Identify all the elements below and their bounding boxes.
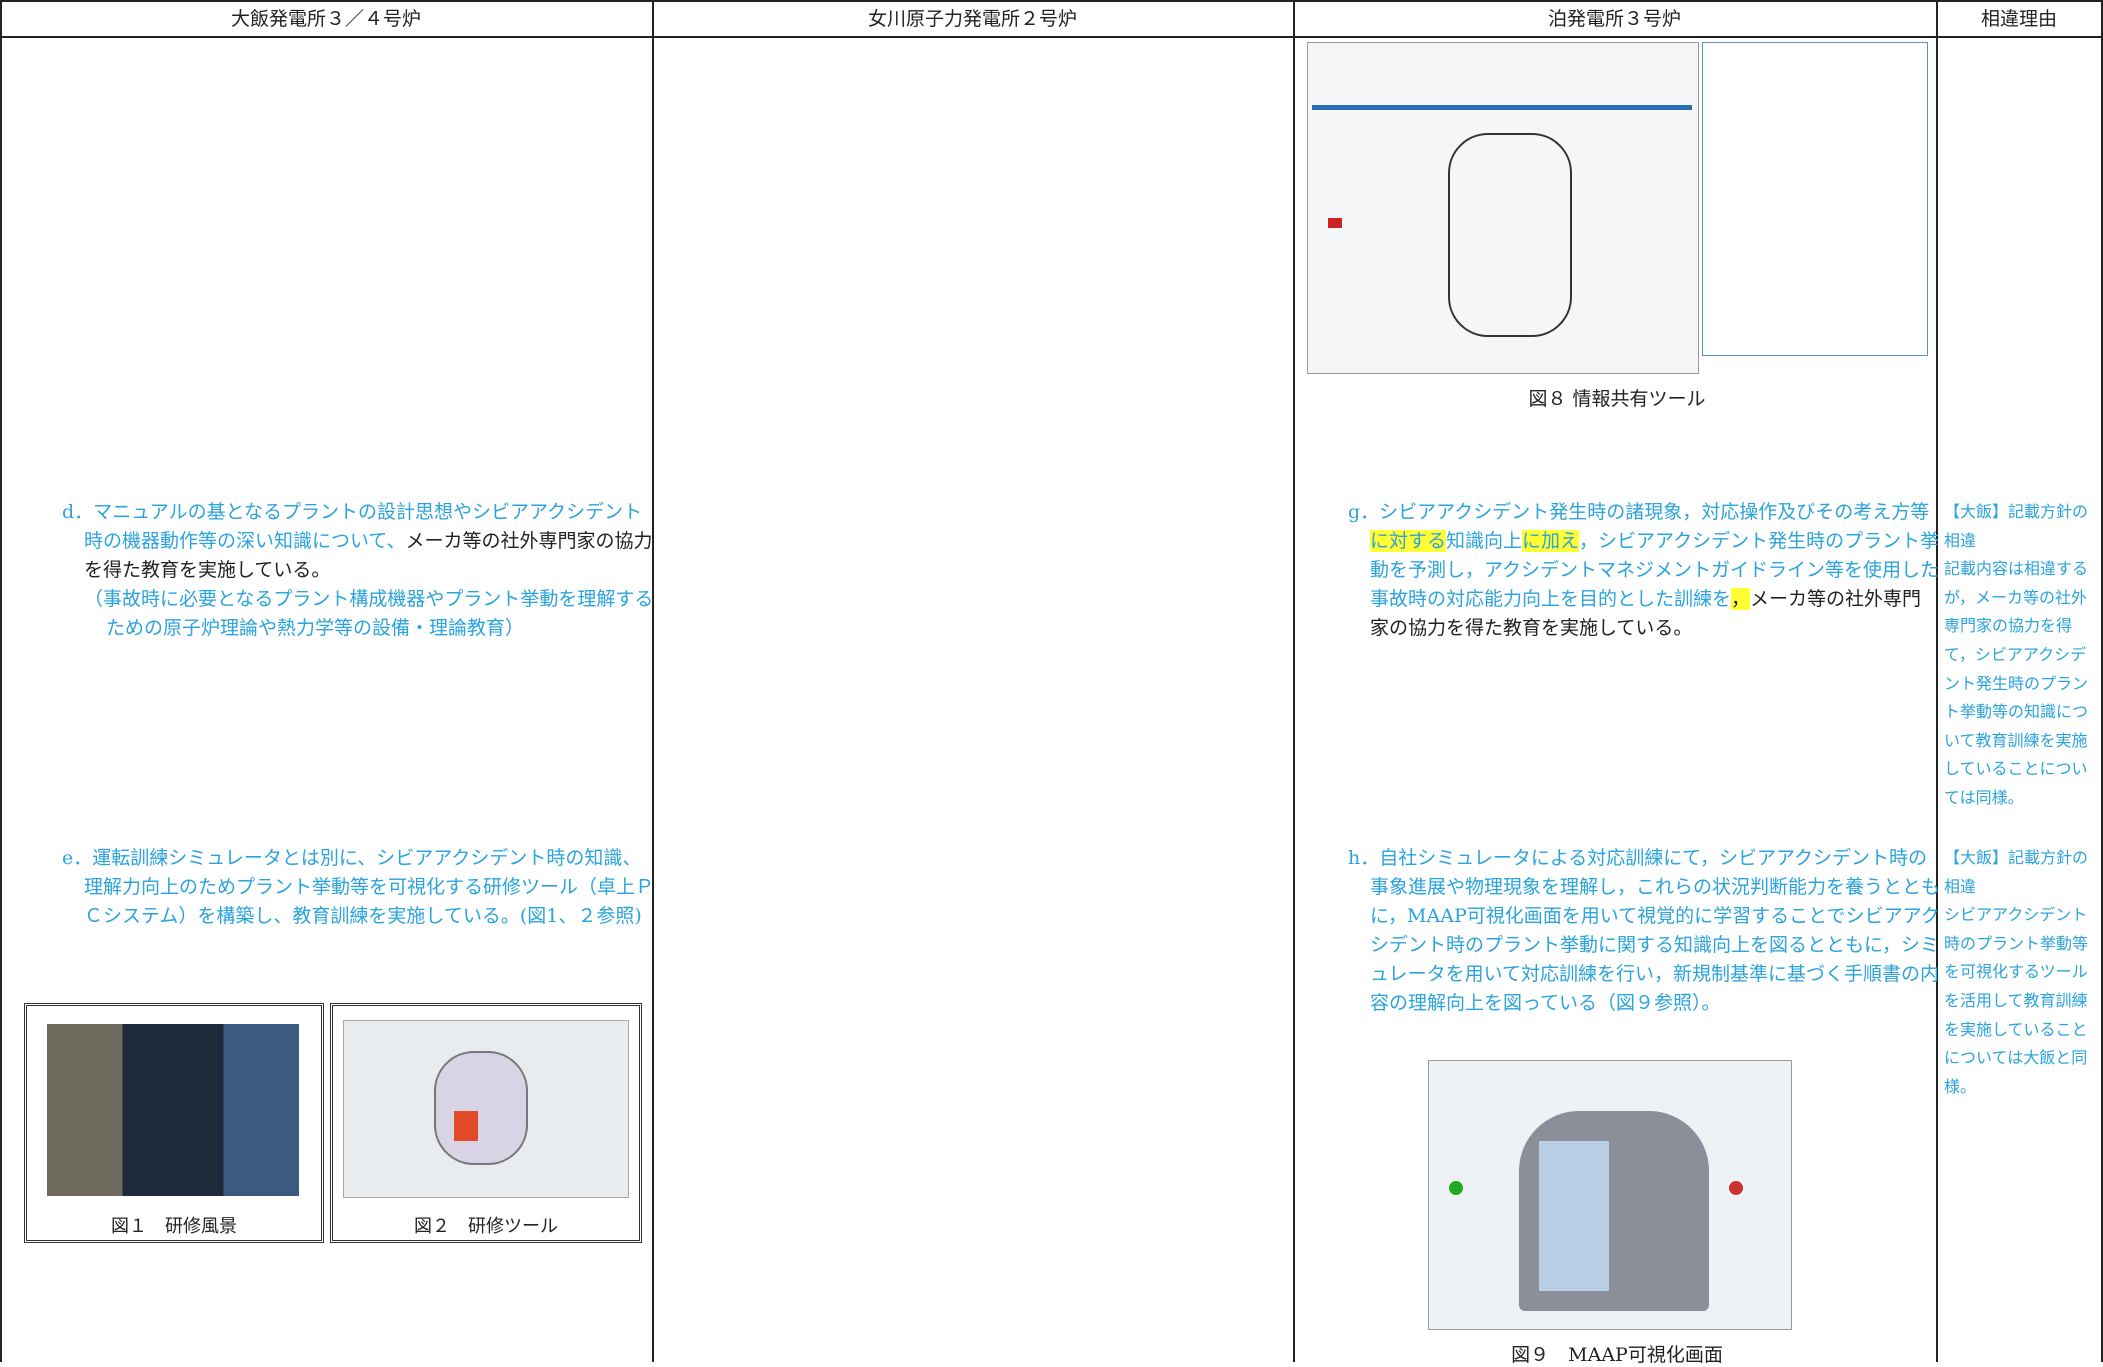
diagram-shape <box>1729 1181 1743 1195</box>
figure: 図１ 研修風景 <box>24 1003 324 1243</box>
paragraph: （事故時に必要となるプラント構成機器やプラント挙動を理解するための原子炉理論や熱… <box>84 585 659 643</box>
paragraph: e．運転訓練シミュレータとは別に、シビアアクシデント時の知識、理解力向上のためプ… <box>62 844 659 931</box>
text-run: ， <box>1731 588 1751 610</box>
diagram-shape <box>454 1111 478 1141</box>
column-header: 泊発電所３号炉 <box>1547 8 1681 30</box>
column-header: 相違理由 <box>1980 8 2057 30</box>
text-run: に対する <box>1370 530 1447 552</box>
column-header: 大飯発電所３／４号炉 <box>230 8 421 30</box>
diagram-shape <box>1539 1141 1609 1291</box>
paragraph: g．シビアアクシデント発生時の諸現象，対応操作及びその考え方等に対する知識向上に… <box>1348 498 1940 643</box>
reason-title: 【大飯】記載方針の相違 <box>1944 848 2089 896</box>
diagram-image <box>1307 42 1699 374</box>
figure-caption: 図９ MAAP可視化画面 <box>1511 1344 1723 1366</box>
figure-caption: 図２ 研修ツール <box>414 1216 558 1237</box>
text-run: （事故時に必要となるプラント構成機器やプラント挙動を理解するための原子炉理論や熱… <box>84 588 654 639</box>
diagram-image <box>1428 1060 1792 1330</box>
text-run: d．マニュアルの基となるプラントの設計思想やシビアアクシデント時の機器動作等の深… <box>62 501 643 552</box>
reason-title: 【大飯】記載方針の相違 <box>1944 502 2089 550</box>
table-border <box>0 0 2103 2</box>
figure: 図２ 研修ツール <box>330 1003 642 1243</box>
text-run: g．シビアアクシデント発生時の諸現象，対応操作及びその考え方等 <box>1348 501 1930 523</box>
photo <box>47 1024 299 1196</box>
paragraph: d．マニュアルの基となるプラントの設計思想やシビアアクシデント時の機器動作等の深… <box>62 498 659 585</box>
diagram-shape <box>434 1051 528 1165</box>
figure-caption: 図１ 研修風景 <box>111 1216 237 1237</box>
reason-text: シビアアクシデント時のプラント挙動等を可視化するツールを活用して教育訓練を実施し… <box>1944 905 2089 1096</box>
table-border <box>2101 0 2103 1362</box>
text-run: に加え <box>1522 530 1580 552</box>
diagram-shape <box>1449 1181 1463 1195</box>
column-header: 女川原子力発電所２号炉 <box>867 8 1077 30</box>
paragraph: h．自社シミュレータによる対応訓練にて，シビアアクシデント時の事象進展や物理現象… <box>1348 844 1940 1018</box>
text-run: h．自社シミュレータによる対応訓練にて，シビアアクシデント時の事象進展や物理現象… <box>1348 847 1941 1014</box>
reason: 【大飯】記載方針の相違記載内容は相違するが，メーカ等の社外専門家の協力を得て，シ… <box>1944 498 2096 813</box>
table-border <box>0 0 2 1362</box>
diagram-shape <box>1328 218 1342 228</box>
diagram-shape <box>1312 105 1692 110</box>
table-border <box>0 36 2103 38</box>
text-run: 知識向上 <box>1446 530 1523 552</box>
reason-text: 記載内容は相違するが，メーカ等の社外専門家の協力を得て，シビアアクシデント発生時… <box>1944 559 2089 807</box>
reason: 【大飯】記載方針の相違シビアアクシデント時のプラント挙動等を可視化するツールを活… <box>1944 844 2096 1101</box>
text-run: e．運転訓練シミュレータとは別に、シビアアクシデント時の知識、理解力向上のためプ… <box>62 847 655 927</box>
text-run: ，シビアアクシデント発生時のプラント挙動を予測し，アクシデントマネジメントガイド… <box>1370 530 1940 610</box>
form-image <box>1702 42 1928 356</box>
diagram-shape <box>1448 133 1572 337</box>
figure-caption: 図８ 情報共有ツール <box>1528 388 1706 410</box>
text-run: メーカ等の社外専門家の協力を得た教育を実施している。 <box>1370 588 1922 639</box>
table-border <box>652 0 654 1362</box>
table-border <box>1936 0 1938 1362</box>
text-run: メーカ等の社外専門家の協力を得た教育を実施している。 <box>84 530 653 581</box>
screen <box>343 1020 629 1198</box>
table-border <box>1293 0 1295 1362</box>
